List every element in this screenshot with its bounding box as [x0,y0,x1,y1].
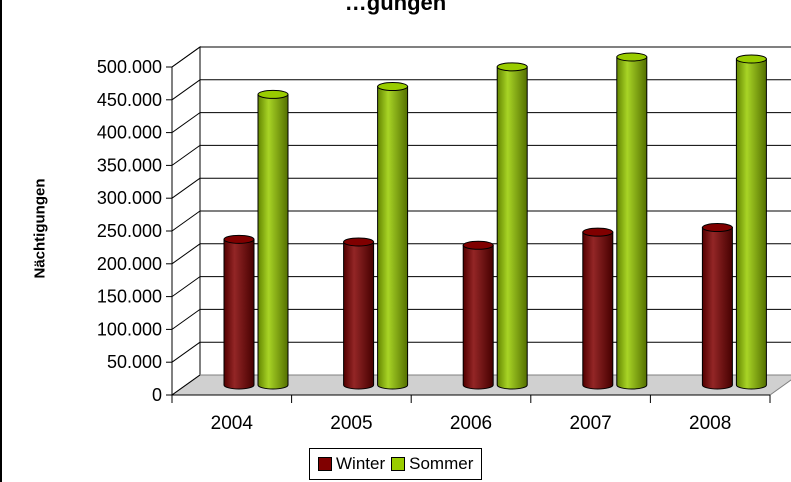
bar-sommer-2007 [616,52,648,390]
y-tick-label: 0 [152,385,162,405]
x-tick-label: 2005 [330,413,372,434]
legend-label-sommer: Sommer [409,454,474,473]
bar-winter-2005 [343,237,375,390]
y-tick-label: 500.000 [97,57,162,77]
bar-sommer-2004 [257,89,289,390]
legend-label-winter: Winter [336,454,386,473]
bar-winter-2006 [462,240,494,390]
y-tick-label: 300.000 [97,188,162,208]
x-tick-label: 2004 [211,413,254,434]
bar-winter-2004 [223,234,255,390]
x-tick-label: 2008 [689,413,731,434]
legend-swatch-winter [318,457,332,471]
gridline-side [171,308,201,330]
bar-winter-2007 [582,227,614,390]
y-tick-label: 50.000 [107,352,162,372]
gridline-side [171,341,201,363]
y-tick-label: 450.000 [97,90,162,110]
x-tick-label: 2007 [569,413,611,434]
y-tick-label: 400.000 [97,123,162,143]
y-tick-label: 150.000 [97,287,162,307]
y-tick-label: 200.000 [97,254,162,274]
legend-swatch-sommer [391,457,406,471]
legend-item-winter: Winter [318,454,385,474]
legend-item-sommer: Sommer [391,454,473,474]
gridline-side [171,79,201,101]
gridline-side [171,177,201,199]
bar-sommer-2008 [735,54,767,390]
gridline-side [171,144,201,166]
gridline-side [171,210,201,232]
bar-sommer-2005 [377,82,409,390]
chart-title: …gungen [344,0,447,15]
frame-border [0,0,2,482]
y-tick-label: 100.000 [97,319,162,339]
bar-winter-2008 [701,223,733,390]
y-tick-label: 350.000 [97,155,162,175]
gridline-side [171,46,201,68]
gridline-side [171,276,201,298]
gridline-side [171,243,201,265]
gridline-side [171,112,201,134]
bar-sommer-2006 [496,62,528,390]
gridline-side [171,374,201,396]
x-tick-label: 2006 [450,413,492,434]
y-tick-label: 250.000 [97,221,162,241]
legend: Winter Sommer [309,448,483,480]
